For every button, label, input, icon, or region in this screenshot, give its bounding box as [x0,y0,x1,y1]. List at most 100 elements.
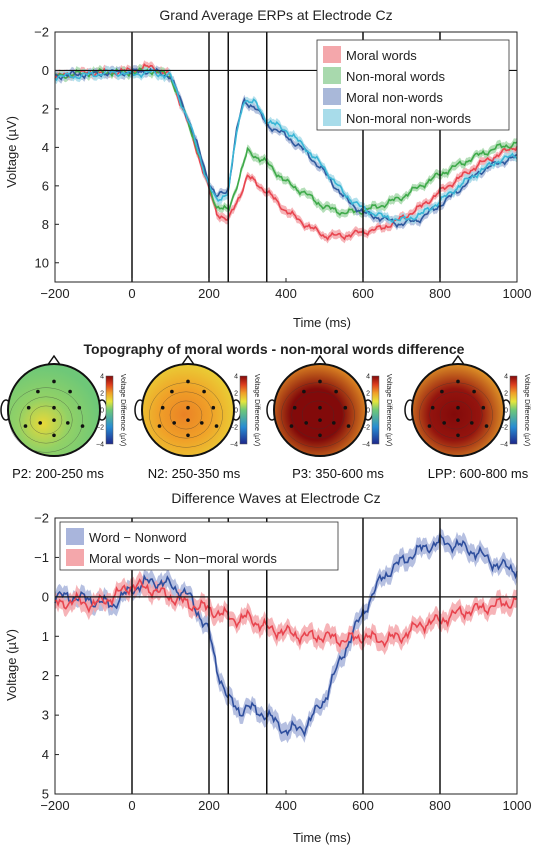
electrode-dot [23,424,28,428]
electrode-dot [52,405,56,410]
electrode-dot [346,424,351,428]
electrode-dot [456,405,460,410]
colorbar-tick: −4 [96,442,104,449]
colorbar-tick: 0 [100,408,104,415]
electrode-dot [66,421,70,425]
y-axis-label: Voltage (µV) [4,629,19,701]
electrode-dot [52,418,56,422]
legend-swatch [323,46,341,63]
topo-map: −4 −2 0 2 4 Voltage Difference (µV) [134,354,260,457]
y-tick-label: 4 [42,747,49,762]
x-tick-label: 600 [352,286,374,301]
electrode-dot [186,418,190,422]
electrode-dot [292,405,297,410]
colorbar [239,375,248,445]
electrode-dot [160,405,165,410]
electrode-dot [289,424,294,428]
electrode-dot [427,424,432,428]
electrode-dot [456,379,460,384]
colorbar-tick: −2 [230,425,238,432]
colorbar-tick: −2 [500,425,508,432]
electrode-dot [186,433,190,438]
x-tick-label: 400 [275,798,297,813]
electrode-dot [430,405,435,410]
y-tick-label: 2 [42,101,49,116]
x-tick-label: 800 [429,798,451,813]
y-tick-label: −2 [34,511,49,526]
colorbar-tick: −4 [362,442,370,449]
topo-window-label: P2: 200-250 ms [12,466,104,481]
colorbar-label: Voltage Difference (µV) [253,374,260,446]
topo-window-label: N2: 250-350 ms [148,466,241,481]
electrode-dot [52,379,56,384]
difference-waves-chart: Difference Waves at Electrode Cz −200 0 20… [4,490,531,845]
electrode-dot [334,389,338,394]
legend-entry: Moral non-words [346,90,443,105]
electrode-dot [318,405,322,410]
legend-entry: Moral words − Non−moral words [89,551,277,566]
colorbar [371,375,380,445]
electrode-dot [202,389,206,394]
x-axis-label: Time (ms) [293,830,351,845]
electrode-dot [36,389,40,394]
series-band [55,526,517,744]
x-tick-label: 0 [128,798,135,813]
topography-panel: Topography of moral words - non-moral wo… [0,341,530,481]
colorbar [105,375,114,445]
colorbar-tick: −4 [230,442,238,449]
legend-box [316,39,510,131]
series-band [55,570,517,656]
colorbar-tick: 4 [100,374,104,381]
electrode-dot [157,424,162,428]
chart-title: Grand Average ERPs at Electrode Cz [159,7,392,23]
legend-entry: Moral words [346,48,417,63]
legend-box [59,521,339,571]
electrode-dot [343,405,348,410]
colorbar-tick: 2 [366,391,370,398]
electrode-dot [38,421,42,425]
colorbar-label: Voltage Difference (µV) [385,374,392,446]
x-tick-label: 200 [198,286,220,301]
electrode-dot [68,389,72,394]
electrode-dot [200,421,204,425]
electrode-dot [472,389,476,394]
legend-swatch [66,549,84,566]
electrode-dot [456,418,460,422]
scalp-map [141,363,235,457]
y-tick-label: 4 [42,140,49,155]
legend: Word − Nonword Moral words − Non−moral wo… [59,521,339,571]
x-tick-label: 600 [352,798,374,813]
electrode-dot [172,421,176,425]
x-tick-label: −200 [40,286,69,301]
legend-swatch [323,88,341,105]
y-tick-label: 1 [42,629,49,644]
colorbar-tick: −4 [500,442,508,449]
legend: Moral words Non-moral words Moral non-word… [316,39,510,131]
electrode-dot [211,405,216,410]
colorbar [509,375,518,445]
colorbar-label: Voltage Difference (µV) [119,374,126,446]
electrode-dot [186,379,190,384]
colorbar-tick: 4 [366,374,370,381]
electrode-dot [318,379,322,384]
electrode-dot [456,433,460,438]
y-tick-label: 3 [42,708,49,723]
electrode-dot [318,418,322,422]
x-tick-label: 1000 [503,798,532,813]
topo-map: −4 −2 0 2 4 Voltage Difference (µV) [404,354,530,457]
electrode-dot [214,424,219,428]
electrode-dot [80,424,85,428]
electrode-dot [470,421,474,425]
colorbar-label: Voltage Difference (µV) [523,374,530,446]
colorbar-tick: 0 [504,408,508,415]
electrode-dot [440,389,444,394]
x-axis-label: Time (ms) [293,315,351,330]
legend-entry: Word − Nonword [89,530,187,545]
electrode-dot [26,405,31,410]
y-tick-label: 5 [42,787,49,802]
electrode-dot [481,405,486,410]
electrode-dot [170,389,174,394]
chart-title: Topography of moral words - non-moral wo… [84,341,465,357]
y-tick-label: −1 [34,550,49,565]
